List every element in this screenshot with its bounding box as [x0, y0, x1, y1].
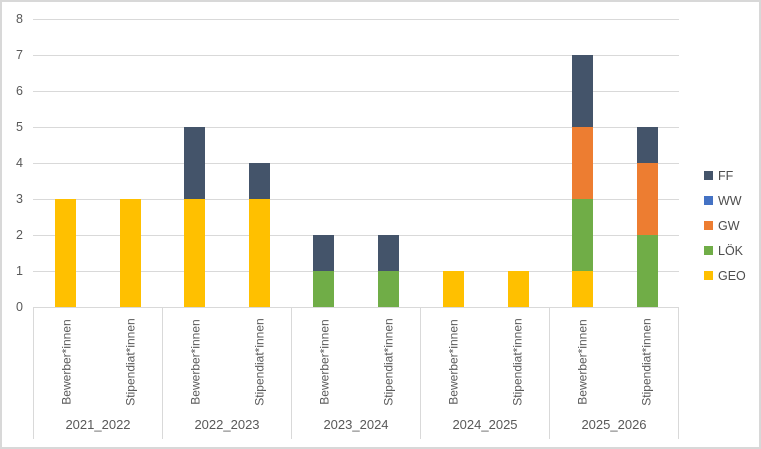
group-cell: Bewerber*innen Stipendiat*innen 2023_2024 — [291, 307, 420, 439]
bar-segment-LÖK[interactable] — [636, 235, 658, 307]
legend-item-GEO[interactable]: GEO — [704, 263, 746, 288]
y-tick-label: 3 — [16, 192, 23, 206]
bar-labels-row: Bewerber*innen Stipendiat*innen — [34, 307, 162, 415]
gridline — [33, 90, 679, 92]
bar-label: Bewerber*innen — [59, 319, 74, 405]
y-tick-label: 6 — [16, 84, 23, 98]
legend-label: LÖK — [718, 243, 744, 258]
bar-segment-GEO[interactable] — [249, 199, 271, 307]
bar-label: Stipendiat*innen — [510, 318, 525, 406]
legend-swatch-icon — [704, 246, 713, 255]
legend-swatch-icon — [704, 221, 713, 230]
gridline — [33, 54, 679, 56]
bar-segment-GEO[interactable] — [184, 199, 206, 307]
legend-item-LÖK[interactable]: LÖK — [704, 238, 746, 263]
bar-segment-GEO[interactable] — [119, 199, 141, 307]
bar-segment-FF[interactable] — [636, 127, 658, 163]
bar-segment-LÖK[interactable] — [313, 271, 335, 307]
legend: FF WW GW LÖK GEO — [704, 163, 746, 288]
group-cell: Bewerber*innen Stipendiat*innen 2025_2026 — [549, 307, 679, 439]
bar-label: Bewerber*innen — [575, 319, 590, 405]
bar-segment-FF[interactable] — [184, 127, 206, 199]
bar-segment-LÖK[interactable] — [378, 271, 400, 307]
legend-label: GEO — [718, 268, 746, 283]
gridline — [33, 18, 679, 20]
bar-segment-FF[interactable] — [313, 235, 335, 271]
legend-label: GW — [718, 218, 740, 233]
bar-segment-FF[interactable] — [249, 163, 271, 199]
bar-segment-GEO[interactable] — [507, 271, 529, 307]
group-year-label: 2024_2025 — [452, 417, 518, 432]
bar-segment-FF[interactable] — [571, 55, 593, 127]
bar-segment-FF[interactable] — [378, 235, 400, 271]
bar-segment-GEO[interactable] — [54, 199, 76, 307]
y-axis: 0 1 2 3 4 5 6 7 8 — [2, 2, 26, 447]
gridline — [33, 198, 679, 200]
group-cell: Bewerber*innen Stipendiat*innen 2021_2022 — [33, 307, 162, 439]
legend-item-WW[interactable]: WW — [704, 188, 746, 213]
y-tick-label: 1 — [16, 264, 23, 278]
legend-label: WW — [718, 193, 742, 208]
legend-swatch-icon — [704, 271, 713, 280]
y-tick-label: 2 — [16, 228, 23, 242]
legend-swatch-icon — [704, 171, 713, 180]
bar-labels-row: Bewerber*innen Stipendiat*innen — [163, 307, 291, 415]
gridline — [33, 126, 679, 128]
plot-area — [33, 18, 679, 308]
y-tick-label: 0 — [16, 300, 23, 314]
bar-label: Bewerber*innen — [446, 319, 461, 405]
bar-label: Bewerber*innen — [317, 319, 332, 405]
bar-label: Stipendiat*innen — [639, 318, 654, 406]
bar-labels-row: Bewerber*innen Stipendiat*innen — [550, 307, 678, 415]
legend-item-FF[interactable]: FF — [704, 163, 746, 188]
legend-label: FF — [718, 168, 734, 183]
bar-label: Stipendiat*innen — [252, 318, 267, 406]
gridline — [33, 162, 679, 164]
bar-segment-GW[interactable] — [571, 127, 593, 199]
y-tick-label: 8 — [16, 12, 23, 26]
group-year-label: 2022_2023 — [194, 417, 260, 432]
group-cell: Bewerber*innen Stipendiat*innen 2024_2025 — [420, 307, 549, 439]
bar-label: Stipendiat*innen — [123, 318, 138, 406]
legend-swatch-icon — [704, 196, 713, 205]
gridline — [33, 306, 679, 308]
y-tick-label: 5 — [16, 120, 23, 134]
bar-label: Stipendiat*innen — [381, 318, 396, 406]
gridline — [33, 234, 679, 236]
group-year-label: 2025_2026 — [581, 417, 647, 432]
bar-labels-row: Bewerber*innen Stipendiat*innen — [292, 307, 420, 415]
bar-segment-GEO[interactable] — [442, 271, 464, 307]
group-year-label: 2021_2022 — [65, 417, 131, 432]
gridline — [33, 270, 679, 272]
legend-item-GW[interactable]: GW — [704, 213, 746, 238]
group-year-label: 2023_2024 — [323, 417, 389, 432]
bar-label: Bewerber*innen — [188, 319, 203, 405]
category-axis: Bewerber*innen Stipendiat*innen 2021_2022 B… — [33, 307, 679, 439]
y-tick-label: 7 — [16, 48, 23, 62]
y-tick-label: 4 — [16, 156, 23, 170]
bar-segment-GW[interactable] — [636, 163, 658, 235]
bar-segment-GEO[interactable] — [571, 271, 593, 307]
group-cell: Bewerber*innen Stipendiat*innen 2022_2023 — [162, 307, 291, 439]
bar-labels-row: Bewerber*innen Stipendiat*innen — [421, 307, 549, 415]
bar-segment-LÖK[interactable] — [571, 199, 593, 271]
